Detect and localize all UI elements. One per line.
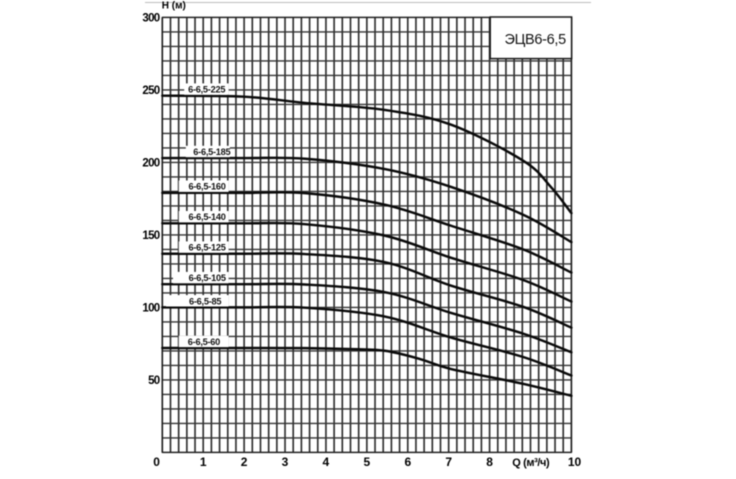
svg-text:5: 5 [364,455,371,469]
svg-text:3: 3 [282,455,289,469]
svg-text:7: 7 [445,455,452,469]
svg-text:0: 0 [153,455,160,469]
svg-text:6-6,5-225: 6-6,5-225 [188,85,225,95]
svg-text:250: 250 [142,85,159,97]
svg-text:200: 200 [142,157,159,169]
svg-text:6-6,5-60: 6-6,5-60 [188,337,220,347]
svg-text:ЭЦВ6-6,5: ЭЦВ6-6,5 [504,32,566,48]
svg-text:50: 50 [148,375,160,387]
svg-text:6: 6 [404,455,411,469]
svg-text:Н (м): Н (м) [162,1,186,12]
svg-text:2: 2 [241,455,248,469]
svg-text:100: 100 [142,302,159,314]
svg-text:1: 1 [200,455,207,469]
svg-text:4: 4 [323,455,330,469]
svg-text:6-6,5-185: 6-6,5-185 [193,147,230,157]
svg-text:300: 300 [142,12,159,24]
svg-text:6-6,5-125: 6-6,5-125 [189,243,226,253]
svg-text:6-6,5-85: 6-6,5-85 [189,296,221,306]
svg-text:6-6,5-140: 6-6,5-140 [189,212,226,222]
svg-text:6-6,5-160: 6-6,5-160 [189,182,226,192]
svg-text:8: 8 [486,455,493,469]
svg-text:150: 150 [142,230,159,242]
svg-text:6-6,5-105: 6-6,5-105 [189,273,226,283]
svg-text:10: 10 [568,455,582,469]
svg-text:Q (м³/ч): Q (м³/ч) [512,457,550,469]
